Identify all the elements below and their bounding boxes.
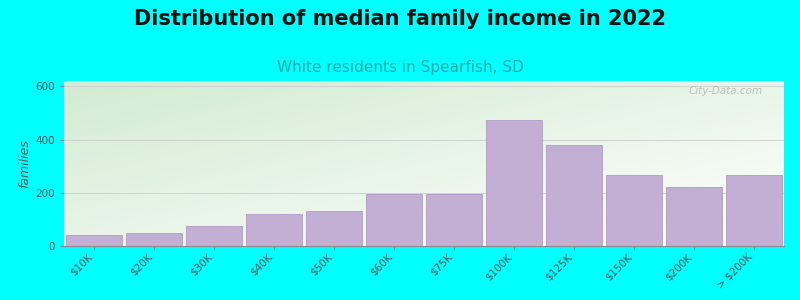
Bar bbox=[186, 226, 242, 246]
Bar bbox=[426, 194, 482, 246]
Bar bbox=[306, 212, 362, 246]
Text: City-Data.com: City-Data.com bbox=[688, 86, 762, 96]
Text: Distribution of median family income in 2022: Distribution of median family income in … bbox=[134, 9, 666, 29]
Bar bbox=[366, 194, 422, 246]
Text: White residents in Spearfish, SD: White residents in Spearfish, SD bbox=[277, 60, 523, 75]
Y-axis label: families: families bbox=[18, 139, 31, 188]
Bar bbox=[66, 236, 122, 246]
Bar bbox=[486, 120, 542, 246]
Bar bbox=[126, 233, 182, 246]
Bar bbox=[546, 145, 602, 246]
Bar bbox=[606, 176, 662, 246]
Bar bbox=[666, 188, 722, 246]
Bar bbox=[726, 176, 782, 246]
Bar bbox=[246, 214, 302, 246]
